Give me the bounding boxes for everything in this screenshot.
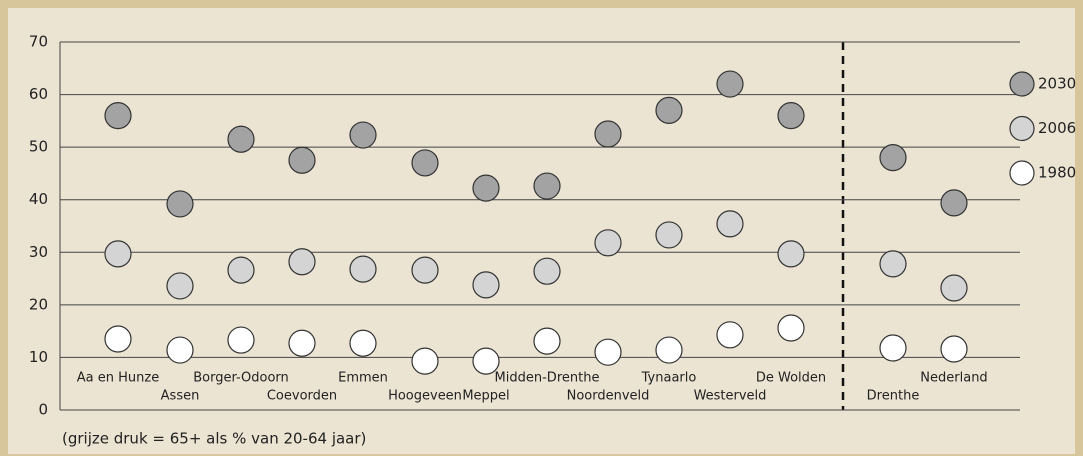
marker [940,274,968,302]
x-tick-label: Nederland [920,371,987,386]
legend-label: 2030 [1038,75,1076,93]
marker [533,327,561,355]
marker [472,347,500,375]
y-tick-label: 50 [29,138,48,156]
marker [533,172,561,200]
x-tick-label: Borger-Odoorn [193,371,289,386]
marker [777,240,805,268]
marker [655,221,683,249]
legend-marker [1009,160,1035,186]
y-tick-label: 60 [29,85,48,103]
x-tick-label: Aa en Hunze [77,371,159,386]
legend-label: 1980 [1038,164,1076,182]
marker [288,146,316,174]
legend-marker [1009,115,1035,142]
y-tick-label: 20 [29,295,48,313]
panel [8,8,1075,454]
marker [594,338,622,366]
marker [716,321,744,349]
marker [288,248,316,276]
y-tick-label: 70 [29,33,48,51]
y-tick-label: 0 [38,401,48,419]
marker [777,101,805,130]
x-tick-label: Assen [161,389,200,404]
marker [716,210,744,238]
marker [594,229,622,257]
marker [879,144,907,172]
legend-marker [1009,71,1035,97]
y-tick-label: 40 [29,190,48,208]
marker [166,272,194,300]
marker [879,334,907,362]
marker [716,70,744,98]
marker [349,329,377,357]
x-tick-label: Emmen [338,371,388,386]
x-tick-label: Midden-Drenthe [495,371,600,386]
annotation: (grijze druk = 65+ als % van 20-64 jaar) [62,430,366,448]
marker [940,189,968,217]
x-tick-label: Tynaarlo [641,371,697,386]
marker [411,256,439,284]
y-tick-label: 30 [29,243,48,261]
marker [655,96,683,124]
marker [533,257,561,285]
marker [655,336,683,364]
marker [594,120,622,148]
marker [777,314,805,342]
y-tick-label: 10 [29,348,48,366]
marker [472,271,500,299]
x-tick-label: Westerveld [694,389,767,404]
x-tick-label: Coevorden [267,389,337,404]
marker [104,101,132,130]
x-tick-label: De Wolden [756,371,826,386]
x-tick-label: Hoogeveen [388,389,462,404]
marker [349,255,377,283]
marker [879,250,907,278]
marker [227,326,255,354]
marker [227,125,255,153]
marker [411,347,439,375]
x-tick-label: Noordenveld [567,389,650,404]
marker [104,325,132,353]
x-tick-label: Drenthe [867,389,920,404]
marker [349,121,377,149]
marker [227,256,255,284]
x-tick-label: Meppel [462,389,509,404]
marker [166,336,194,364]
legend-label: 2006 [1038,119,1076,137]
marker [940,335,968,363]
marker [411,149,439,177]
marker [288,329,316,357]
marker [104,240,132,268]
marker [472,174,500,202]
marker [166,190,194,218]
